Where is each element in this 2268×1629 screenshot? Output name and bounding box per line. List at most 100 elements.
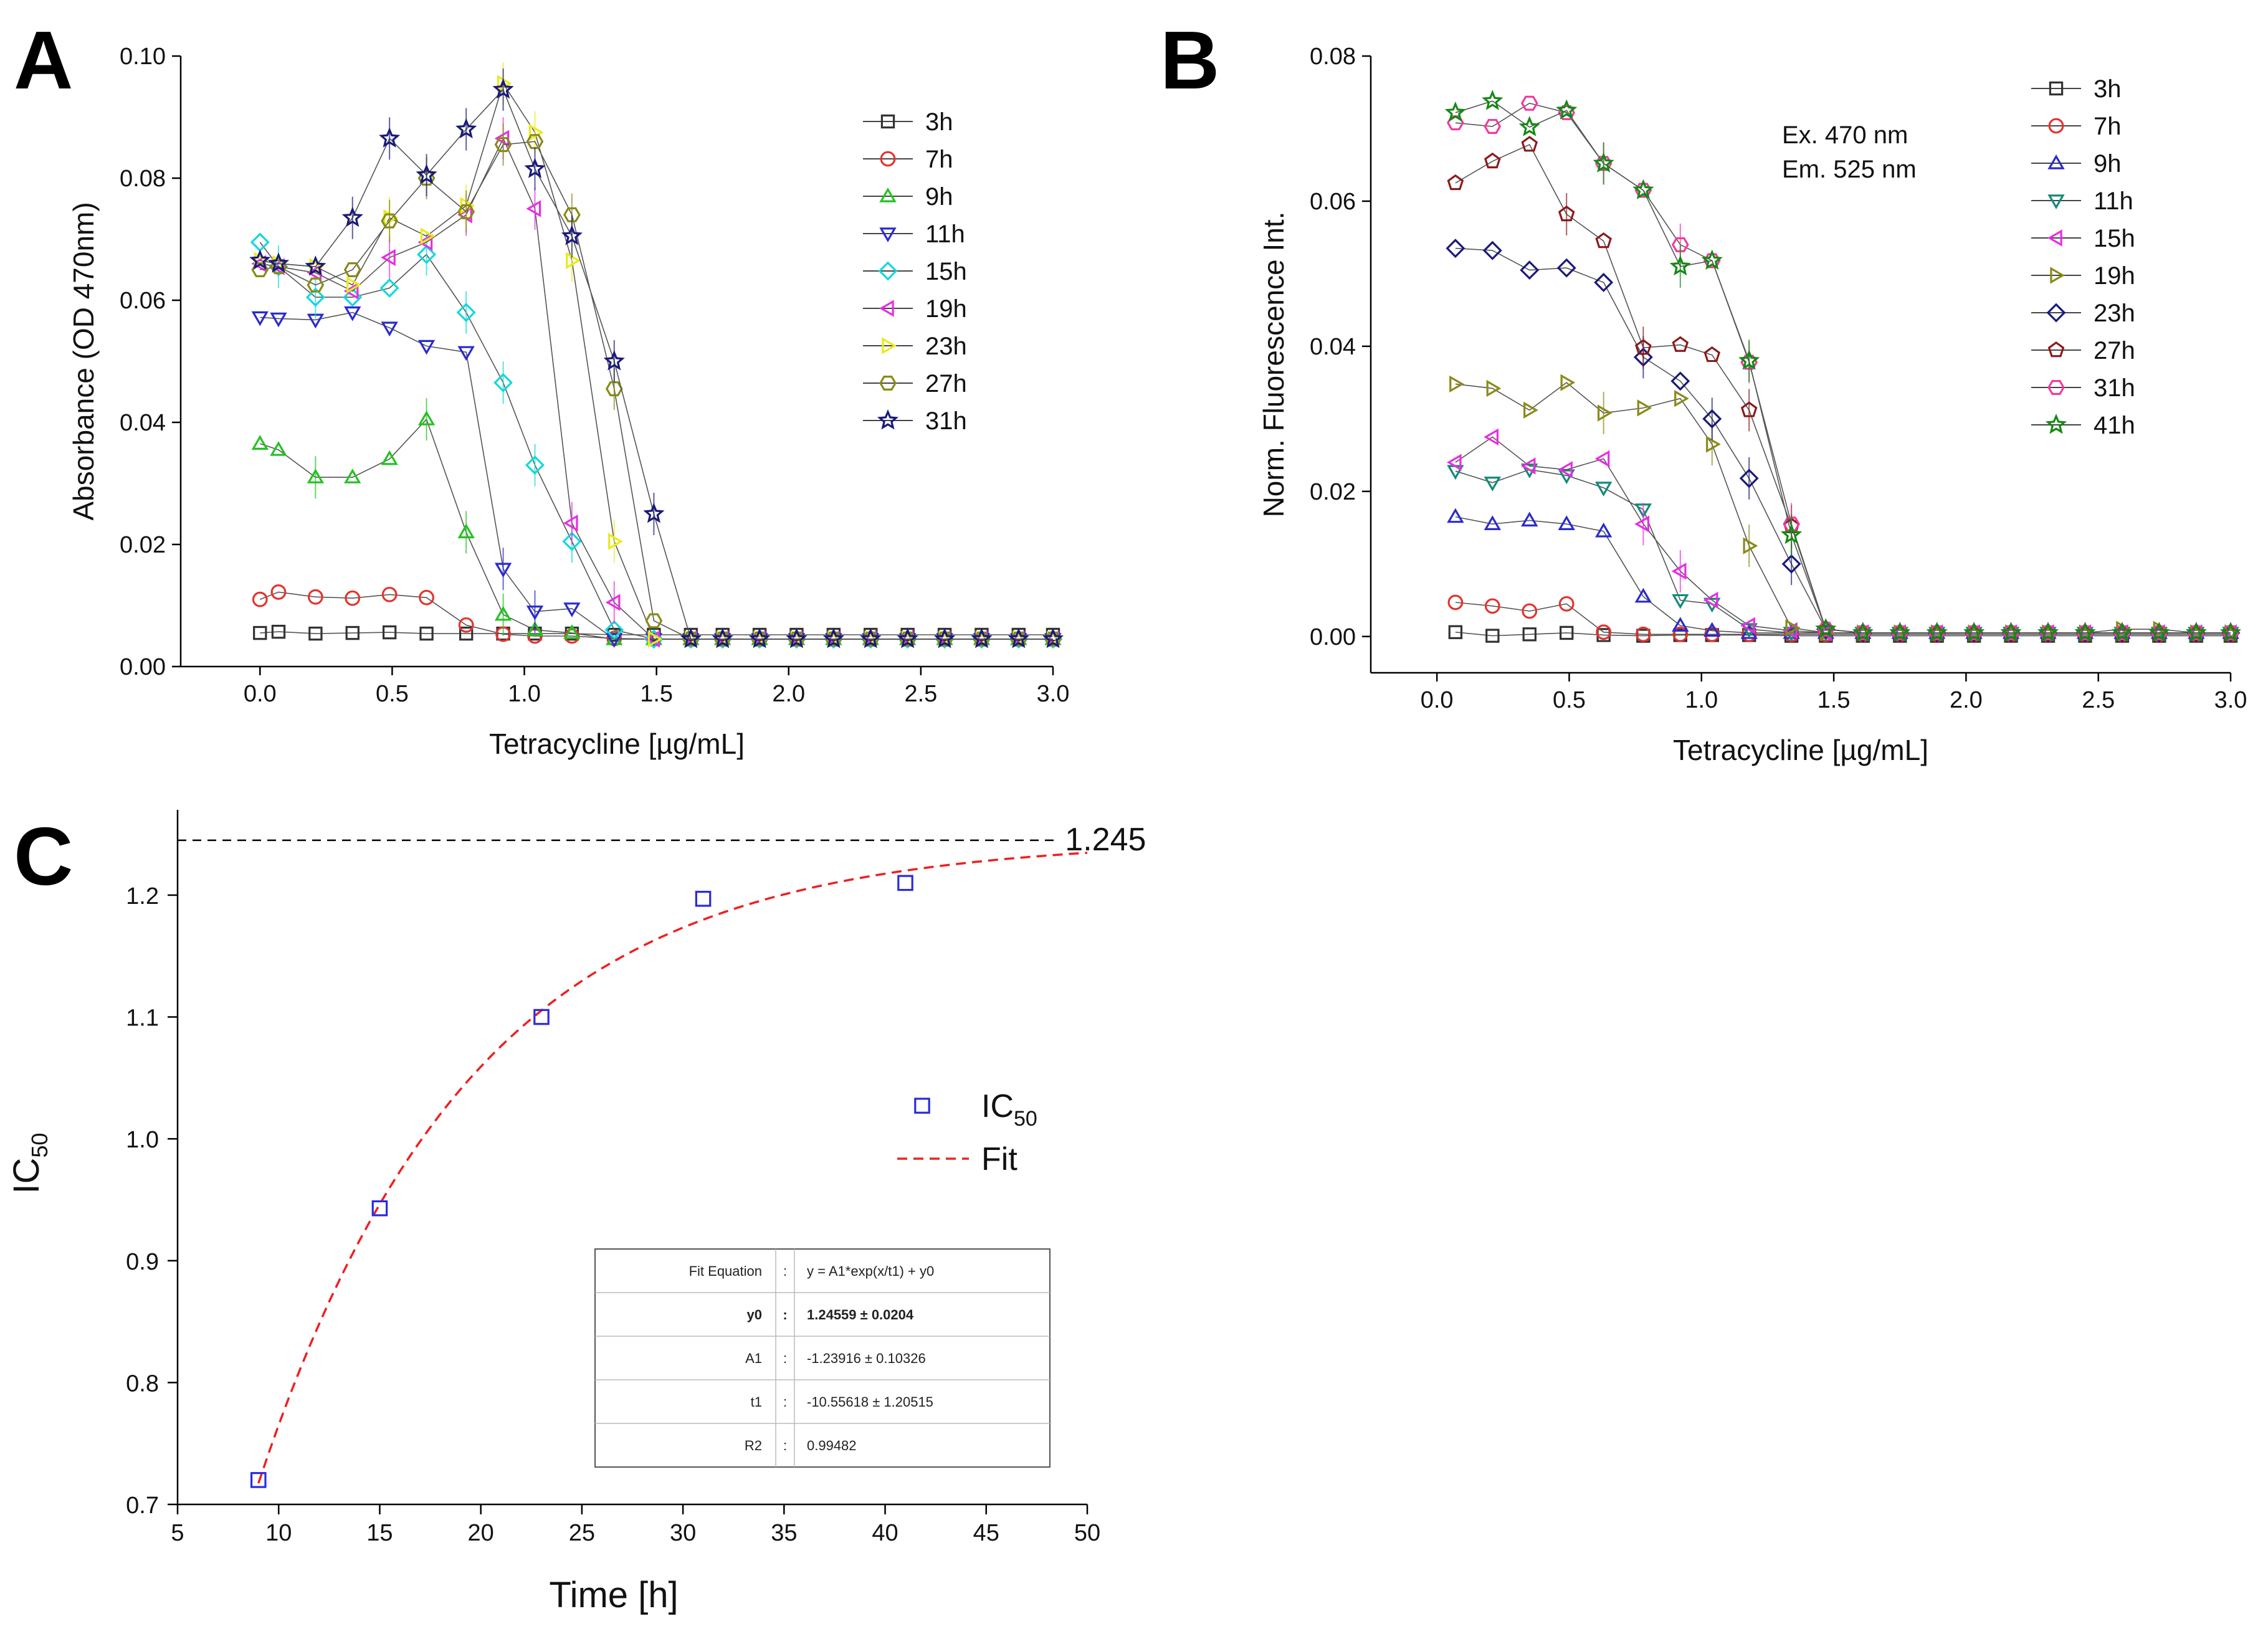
x-tick-label: 40 <box>872 1520 898 1546</box>
x-tick-label: 15 <box>366 1520 393 1546</box>
legend-label: 3h <box>2094 75 2122 103</box>
legend-label: 41h <box>2094 412 2135 439</box>
y-tick-label: 0.08 <box>120 166 166 192</box>
data-point <box>1594 450 1610 468</box>
data-point <box>417 234 433 251</box>
x-tick-label: 25 <box>569 1520 595 1546</box>
data-point <box>1560 625 1574 640</box>
data-point <box>1521 511 1538 527</box>
data-point <box>1449 375 1464 393</box>
legend-marker <box>880 151 896 167</box>
series-line <box>260 311 1053 640</box>
legend-label: 15h <box>2094 225 2135 252</box>
y-tick-label: 0.06 <box>120 288 166 314</box>
data-point <box>492 78 514 99</box>
legend-label: 23h <box>2094 300 2135 327</box>
data-point <box>526 621 544 636</box>
data-point <box>1558 105 1576 120</box>
x-tick-label: 45 <box>973 1520 999 1546</box>
data-point <box>1781 554 1801 574</box>
legend-marker-ic50 <box>914 1098 930 1114</box>
data-point <box>1703 346 1721 363</box>
series-9h <box>1447 508 2239 639</box>
fit-table-sep: : <box>783 1394 787 1410</box>
data-point <box>2219 621 2242 642</box>
y-tick-label: 0.06 <box>1310 189 1356 215</box>
data-point <box>526 606 544 620</box>
data-point <box>344 306 361 321</box>
data-point <box>1556 258 1576 278</box>
data-point <box>1447 174 1464 191</box>
data-point <box>1447 508 1464 523</box>
x-tick-label: 3.0 <box>2214 687 2247 713</box>
x-tick-label: 1.5 <box>1818 687 1851 713</box>
panel-letter-c: C <box>14 810 73 902</box>
data-point <box>251 311 269 326</box>
data-point <box>251 435 269 450</box>
fit-table-sep: : <box>783 1307 787 1323</box>
legend-label: 19h <box>925 295 967 323</box>
data-point <box>1701 249 1723 270</box>
data-point <box>786 627 808 648</box>
fit-table: Fit Equation: y = A1*exp(x/t1) + y0 y0: 1.2… <box>594 1248 1051 1468</box>
data-point <box>647 630 663 648</box>
data-point <box>1520 95 1538 111</box>
data-point <box>420 227 436 245</box>
data-point <box>419 589 434 606</box>
data-point <box>1482 240 1502 260</box>
data-point <box>2185 621 2207 642</box>
asymptote-label: 1.245 <box>1065 822 1146 858</box>
data-point <box>1740 623 1758 639</box>
data-point <box>343 262 361 277</box>
data-point <box>1484 118 1502 134</box>
data-point <box>270 441 287 456</box>
data-point <box>563 515 578 532</box>
y-tick-label: 0.04 <box>1310 334 1356 360</box>
data-point <box>344 468 361 483</box>
data-point <box>1008 627 1029 648</box>
legend-label-fit: Fit <box>981 1141 1017 1177</box>
data-point <box>457 204 475 219</box>
data-point <box>1671 237 1689 252</box>
data-point <box>308 626 323 641</box>
data-point <box>1672 617 1689 632</box>
series-15h <box>1446 428 2237 642</box>
y-tick-label: 0.02 <box>120 532 166 558</box>
x-tick-label: 2.5 <box>2082 687 2115 713</box>
data-point <box>1672 336 1689 352</box>
legend-marker <box>2050 267 2066 284</box>
data-point <box>267 252 290 273</box>
data-point <box>382 625 397 640</box>
data-point <box>305 255 326 276</box>
data-point <box>379 127 401 148</box>
data-point <box>1889 621 1911 642</box>
data-point <box>561 225 583 245</box>
ic50-point <box>371 1200 388 1217</box>
series-31h <box>249 68 1064 648</box>
data-point <box>1558 515 1575 530</box>
data-point <box>2111 621 2133 642</box>
data-point <box>497 75 512 92</box>
data-point <box>1633 347 1653 367</box>
x-tick-label: 2.0 <box>772 681 805 707</box>
x-tick-label: 35 <box>771 1520 797 1546</box>
data-point <box>1558 461 1573 478</box>
data-point <box>417 411 436 425</box>
data-point <box>416 164 437 184</box>
data-point <box>526 200 541 217</box>
legend-label: 31h <box>925 407 967 435</box>
legend-label: 7h <box>2094 113 2122 140</box>
data-point <box>1634 587 1652 603</box>
y-axis-label: Norm. Fluorescence Int. <box>1257 212 1290 518</box>
data-point <box>643 503 665 523</box>
legend-marker <box>879 300 894 317</box>
x-tick-label: 0.5 <box>1553 687 1586 713</box>
legend-marker <box>877 409 899 430</box>
data-point <box>1674 390 1689 407</box>
x-tick-label: 1.0 <box>1685 687 1718 713</box>
y-tick-label: 0.8 <box>126 1370 159 1397</box>
x-tick-label: 50 <box>1074 1520 1100 1546</box>
chart-c: 5 10 15 20 25 30 35 40 45 50 0.7 0.8 0.9 1.0 1.1 1.2 Tim… <box>6 810 1146 1615</box>
x-axis-label: Time [h] <box>549 1575 678 1615</box>
